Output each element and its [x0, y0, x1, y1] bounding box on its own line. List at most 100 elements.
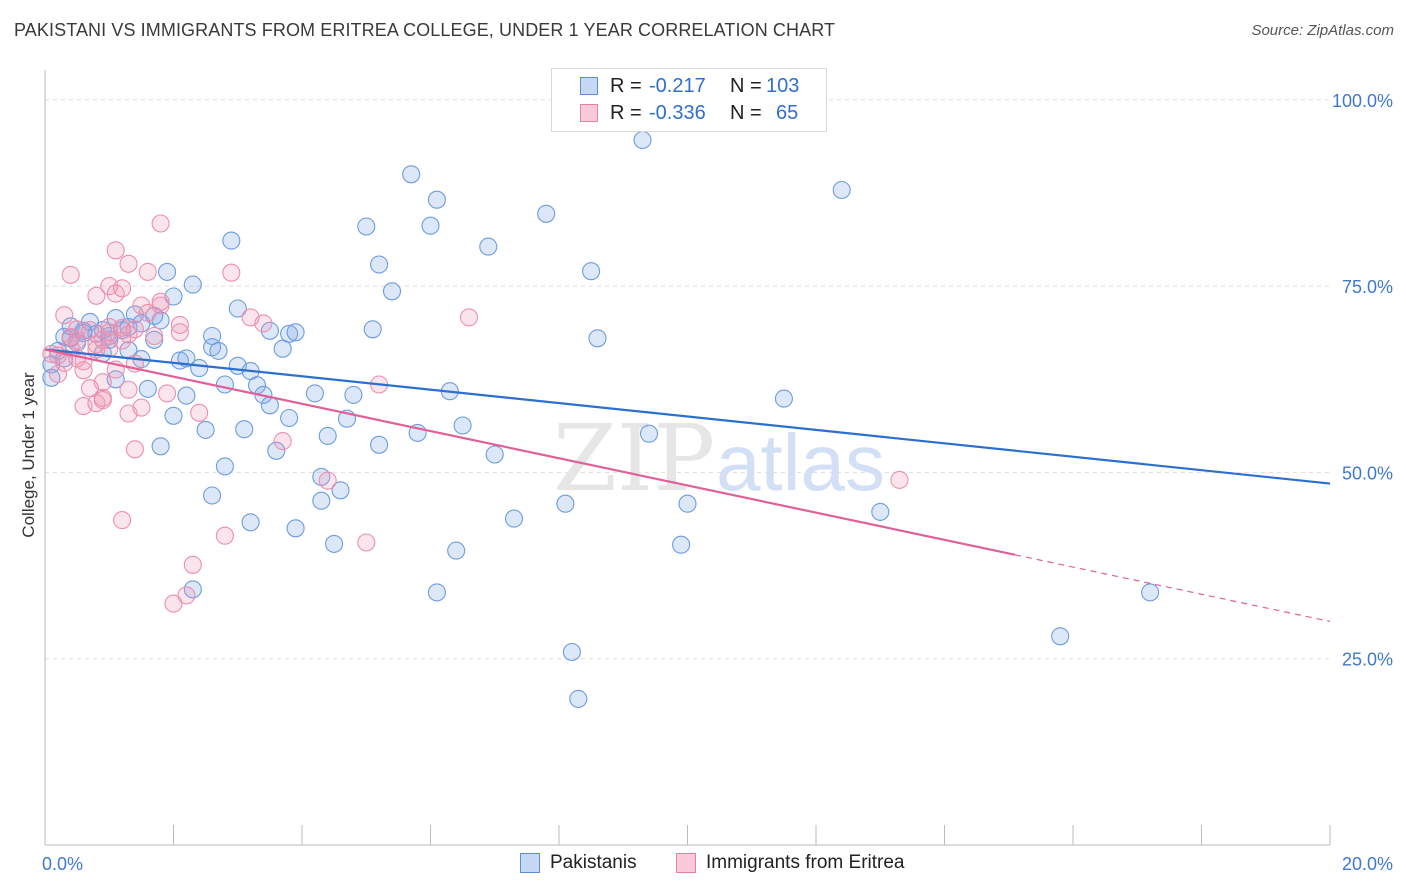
point-eritrea: [119, 254, 138, 273]
point-pakistanis: [453, 416, 472, 435]
point-eritrea: [170, 323, 189, 342]
point-eritrea: [113, 279, 132, 298]
stats-legend: R = -0.217 N = 103 R = -0.336 N = 65: [551, 68, 827, 132]
point-eritrea: [132, 398, 151, 417]
point-pakistanis: [588, 329, 607, 348]
point-pakistanis: [151, 437, 170, 456]
point-eritrea: [55, 306, 74, 325]
point-pakistanis: [305, 384, 324, 403]
y-tick-label: 100.0%: [1332, 91, 1393, 111]
point-eritrea: [164, 594, 183, 613]
point-eritrea: [459, 308, 479, 327]
legend-r-value: -0.217: [649, 75, 706, 97]
point-pakistanis: [447, 541, 466, 560]
point-pakistanis: [215, 375, 234, 394]
point-eritrea: [93, 373, 112, 392]
trend-line-dashed-eritrea: [1015, 554, 1331, 623]
point-pakistanis: [228, 299, 247, 318]
point-eritrea: [125, 320, 144, 339]
point-pakistanis: [286, 323, 305, 342]
point-eritrea: [183, 555, 202, 574]
legend-swatch-pakistanis: [580, 77, 598, 95]
point-pakistanis: [209, 341, 228, 360]
point-eritrea: [158, 384, 177, 403]
point-pakistanis: [286, 519, 305, 538]
point-pakistanis: [582, 262, 601, 281]
point-pakistanis: [633, 130, 652, 150]
point-eritrea: [190, 403, 209, 422]
point-eritrea: [106, 241, 125, 260]
point-eritrea: [273, 432, 292, 451]
point-eritrea: [890, 470, 909, 489]
point-eritrea: [357, 533, 376, 552]
point-eritrea: [87, 286, 106, 305]
point-pakistanis: [158, 262, 177, 281]
legend-r-label: R =: [610, 75, 642, 97]
legend-n-label: N =: [730, 75, 762, 97]
point-pakistanis: [562, 642, 581, 662]
point-pakistanis: [203, 326, 222, 346]
legend-row-eritrea: R = -0.336 N = 65: [552, 101, 826, 127]
gridlines: [45, 99, 1330, 660]
point-pakistanis: [344, 385, 363, 404]
point-pakistanis: [312, 491, 331, 510]
point-eritrea: [254, 314, 273, 333]
point-pakistanis: [318, 426, 337, 445]
point-eritrea: [145, 326, 164, 346]
y-axis-label: College, Under 1 year: [19, 372, 38, 538]
point-pakistanis: [164, 406, 183, 425]
point-pakistanis: [325, 534, 344, 553]
point-pakistanis: [273, 339, 292, 358]
point-pakistanis: [672, 535, 691, 554]
point-pakistanis: [569, 689, 588, 708]
legend-r-label: R =: [610, 102, 642, 124]
legend-row-pakistanis: R = -0.217 N = 103: [552, 74, 826, 100]
trend-lines: [44, 348, 1331, 623]
point-pakistanis: [267, 441, 286, 460]
axes: [44, 70, 1331, 846]
legend-n-value: 65: [776, 102, 799, 124]
legend-r-value: -0.336: [649, 102, 706, 124]
point-pakistanis: [774, 389, 793, 408]
watermark-zip: ZIP: [553, 405, 715, 512]
point-pakistanis: [1051, 627, 1070, 646]
point-eritrea: [132, 296, 151, 315]
point-eritrea: [222, 263, 241, 282]
legend-n-label: N =: [730, 102, 762, 124]
y-tick-label: 50.0%: [1342, 463, 1393, 483]
point-pakistanis: [222, 231, 241, 250]
point-pakistanis: [556, 494, 575, 513]
point-eritrea: [170, 315, 189, 334]
y-tick-label: 25.0%: [1342, 650, 1393, 670]
chart-title: PAKISTANI VS IMMIGRANTS FROM ERITREA COL…: [14, 20, 836, 40]
point-pakistanis: [427, 190, 446, 209]
point-pakistanis: [190, 359, 209, 378]
legend-n-value: 103: [766, 75, 800, 97]
point-eritrea: [125, 440, 144, 459]
point-eritrea: [138, 262, 157, 281]
point-eritrea: [113, 511, 132, 530]
point-pakistanis: [678, 494, 697, 513]
point-pakistanis: [370, 255, 389, 274]
point-eritrea: [68, 320, 87, 339]
point-pakistanis: [203, 486, 222, 505]
point-eritrea: [318, 471, 337, 490]
point-pakistanis: [871, 502, 890, 521]
point-eritrea: [61, 265, 80, 284]
point-pakistanis: [504, 509, 524, 528]
point-pakistanis: [260, 321, 279, 340]
bottom-legend-label-eritrea: Immigrants from Eritrea: [706, 852, 905, 873]
point-eritrea: [151, 214, 170, 233]
point-pakistanis: [215, 457, 234, 476]
point-pakistanis: [537, 204, 556, 223]
point-pakistanis: [331, 481, 350, 500]
source-label: Source: ZipAtlas.com: [1251, 22, 1394, 39]
point-eritrea: [215, 526, 234, 545]
point-pakistanis: [370, 435, 389, 454]
watermark-atlas: atlas: [716, 418, 885, 507]
bottom-legend-swatch-eritrea: [676, 853, 696, 873]
point-eritrea: [93, 391, 112, 410]
point-pakistanis: [138, 379, 157, 398]
bottom-legend-label-pakistanis: Pakistanis: [550, 852, 637, 873]
